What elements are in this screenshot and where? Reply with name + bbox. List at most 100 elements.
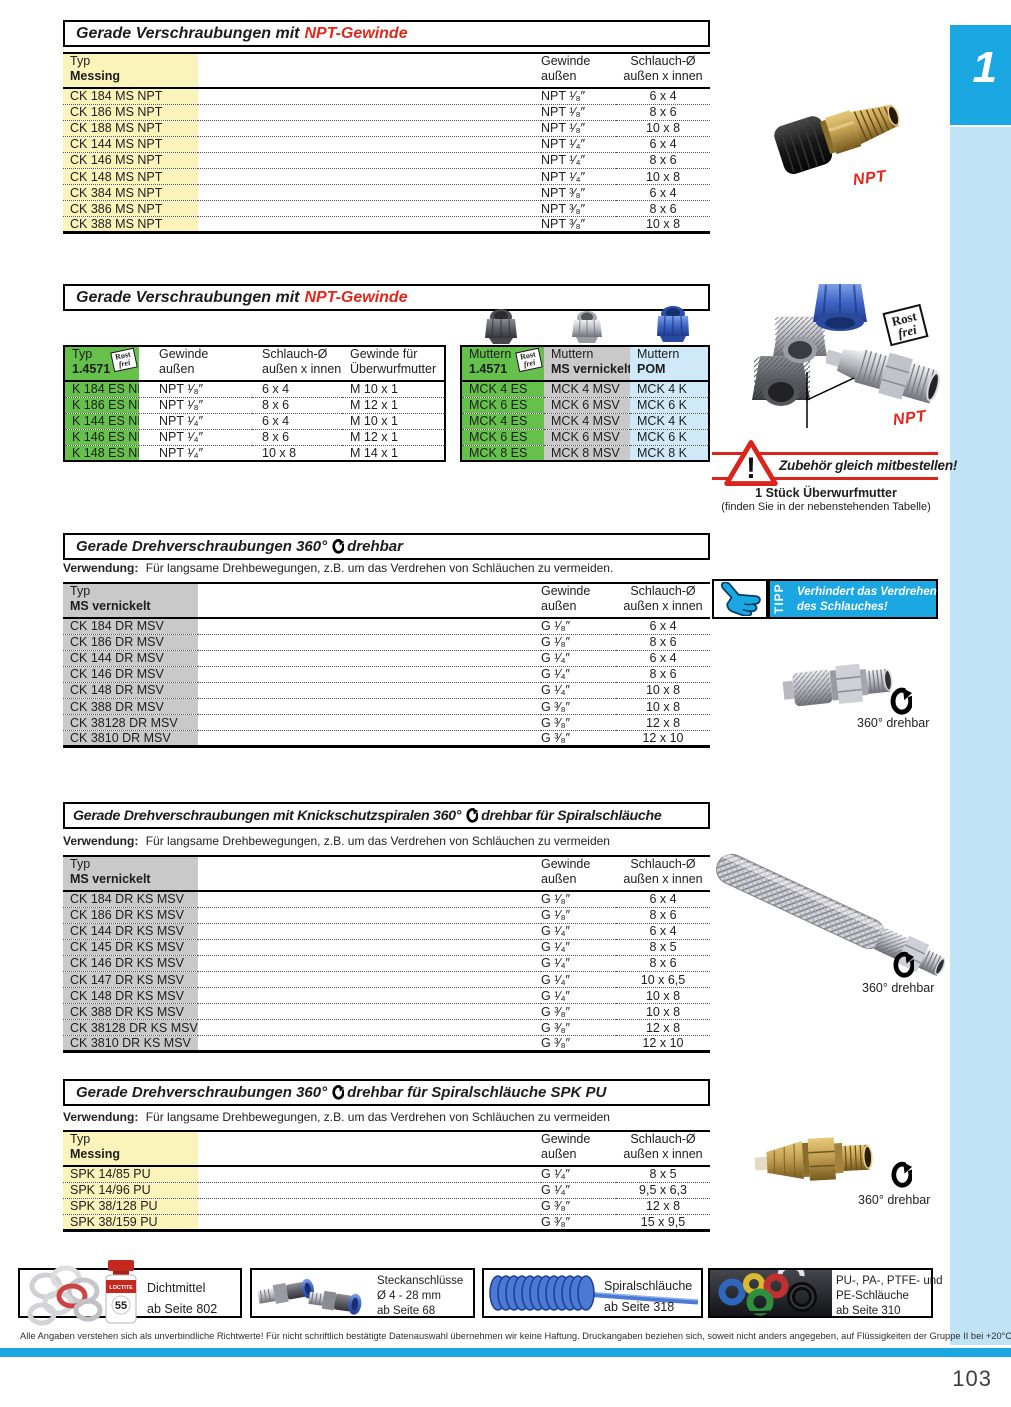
- cell-spacer: [198, 666, 541, 683]
- warning-rule-top: [712, 452, 938, 455]
- header-line: Schlauch-Ø: [262, 347, 328, 361]
- cell-gewinde: G ¹⁄₄″: [541, 1166, 616, 1183]
- stamp-line: frei: [523, 357, 537, 370]
- cell-schlauch: 6 x 4: [616, 136, 710, 153]
- table-row: CK 186 DR KS MSV G ¹⁄₈″ 8 x 6: [63, 907, 710, 924]
- section4-title-text: Gerade Drehverschraubungen mit Knickschu…: [73, 807, 462, 824]
- table-header-row: Typ Messing Gewinde außen Schlauch-Ø auß…: [63, 53, 710, 88]
- cell-schlauch: 10 x 8: [616, 987, 710, 1005]
- cell-gewinde: G ³⁄₈″: [541, 714, 616, 732]
- verwendung-text: Für langsame Drehbewegungen, z.B. um das…: [145, 1110, 610, 1124]
- verwendung-label: Verwendung:: [63, 1110, 139, 1124]
- cell-schlauch: 6 x 4: [252, 381, 342, 398]
- section1-title-text: Gerade Verschraubungen mit: [76, 24, 300, 42]
- cell-typ: CK 148 MS NPT: [63, 168, 198, 186]
- table-row: MCK 4 ES MCK 4 MSV MCK 4 K: [461, 381, 709, 398]
- cell-gewinde: NPT ³⁄₈″: [541, 200, 616, 218]
- section5-title: Gerade Drehverschraubungen 360° drehbar …: [63, 1079, 710, 1106]
- footer-image-dichtmittel: LOCTITE 55: [27, 1260, 137, 1326]
- footer-image-schlaeuche: [710, 1270, 832, 1316]
- header-line: Schlauch-Ø: [630, 54, 696, 68]
- header-line: MS vernickelt: [70, 872, 151, 886]
- cell-typ: CK 148 DR KS MSV: [63, 987, 198, 1005]
- cell-spacer: [198, 136, 541, 153]
- section1-title: Gerade Verschraubungen mit NPT-Gewinde: [63, 20, 710, 47]
- cell-gewinde: G ¹⁄₈″: [541, 891, 616, 908]
- warning-triangle-icon: !: [724, 440, 778, 486]
- header-line: Typ: [70, 857, 91, 871]
- cell-gewinde: NPT ¹⁄₄″: [139, 413, 252, 430]
- section4-verwendung: Verwendung: Für langsame Drehbewegungen,…: [63, 834, 610, 848]
- cell-schlauch: 8 x 6: [616, 200, 710, 218]
- table-row: CK 388 MS NPT NPT ³⁄₈″ 10 x 8: [63, 216, 710, 234]
- cell-schlauch: 10 x 8: [252, 445, 342, 462]
- table-row: CK 38128 DR MSV G ³⁄₈″ 12 x 8: [63, 714, 710, 732]
- cell-schlauch: 6 x 4: [616, 618, 710, 635]
- header-line: Überwurfmutter: [350, 362, 437, 376]
- header-line: 1.4571: [469, 362, 508, 376]
- cell-spacer: [198, 184, 541, 202]
- footer-box-page-ref: ab Seite 318: [604, 1300, 675, 1314]
- rotate-360-label: 360° drehbar: [862, 981, 935, 995]
- table-row: CK 144 MS NPT NPT ¹⁄₄″ 6 x 4: [63, 136, 710, 153]
- table-row: CK 386 MS NPT NPT ³⁄₈″ 8 x 6: [63, 200, 710, 218]
- table-row: MCK 4 ES MCK 4 MSV MCK 4 K: [461, 413, 709, 430]
- section5-verwendung: Verwendung: Für langsame Drehbewegungen,…: [63, 1110, 610, 1124]
- cell-schlauch: 8 x 5: [616, 1166, 710, 1183]
- rotate-360-icon: [466, 808, 479, 823]
- rotate-360-label: 360° drehbar: [858, 1193, 931, 1207]
- cell-schlauch: 6 x 4: [616, 650, 710, 667]
- cell-typ: SPK 14/85 PU: [63, 1166, 198, 1183]
- header-spacer: [198, 856, 541, 891]
- cell-typ: K 144 ES NPT: [64, 413, 139, 430]
- cell-typ: K 146 ES NPT: [64, 429, 139, 446]
- table-row: CK 186 DR MSV G ¹⁄₈″ 8 x 6: [63, 634, 710, 651]
- header-line: Messing: [70, 69, 121, 83]
- table-row: CK 148 MS NPT NPT ¹⁄₄″ 10 x 8: [63, 168, 710, 186]
- cell-gewinde: G ³⁄₈″: [541, 698, 616, 716]
- header-line: Schlauch-Ø: [630, 1132, 696, 1146]
- cell-schlauch: 8 x 6: [616, 955, 710, 972]
- cell-spacer: [198, 907, 541, 924]
- bottom-bar: [0, 1348, 1011, 1357]
- table-row: CK 184 MS NPT NPT ¹⁄₈″ 6 x 4: [63, 88, 710, 105]
- tipp-thumb-box: [712, 579, 768, 619]
- cell-schlauch: 15 x 9,5: [616, 1214, 710, 1231]
- cell-schlauch: 6 x 4: [252, 413, 342, 430]
- section2-title-text: Gerade Verschraubungen mit: [76, 288, 300, 306]
- tipp-label: TIPP: [772, 583, 786, 614]
- chapter-tab: 1: [950, 25, 1011, 125]
- footer-box-text: PU-, PA-, PTFE- und PE-Schläuche ab Seit…: [836, 1274, 943, 1319]
- cell-schlauch: 8 x 6: [616, 666, 710, 683]
- header-schlauch: Schlauch-Ø außen x innen: [616, 1131, 710, 1166]
- header-line: Gewinde: [541, 54, 591, 68]
- cell-mutter-es: MCK 4 ES: [461, 413, 544, 430]
- header-line: außen: [159, 362, 195, 376]
- cell-typ: CK 144 DR KS MSV: [63, 923, 198, 940]
- cell-gewinde: NPT ³⁄₈″: [541, 216, 616, 234]
- header-typ: Typ Messing: [63, 1131, 198, 1166]
- header-line: außen x innen: [262, 362, 342, 376]
- header-line: Typ: [70, 54, 91, 68]
- cell-mutter-pom: MCK 6 K: [630, 397, 709, 414]
- cell-schlauch: 8 x 6: [252, 397, 342, 414]
- cell-typ: SPK 14/96 PU: [63, 1182, 198, 1199]
- table-row: CK 3810 DR KS MSV G ³⁄₈″ 12 x 10: [63, 1035, 710, 1053]
- table-row: CK 146 DR KS MSV G ¹⁄₄″ 8 x 6: [63, 955, 710, 972]
- cell-mutter-es: MCK 6 ES: [461, 397, 544, 414]
- cell-mutter-es: MCK 8 ES: [461, 445, 544, 462]
- footer-box-steckanschluesse: Steckanschlüsse Ø 4 - 28 mm ab Seite 68: [250, 1268, 475, 1318]
- header-line: Typ: [72, 347, 93, 361]
- cell-mutter-msv: MCK 4 MSV: [544, 413, 630, 430]
- cell-schlauch: 6 x 4: [616, 923, 710, 940]
- warning-note-line2: (finden Sie in der nebenstehenden Tabell…: [721, 500, 931, 513]
- table-row: SPK 14/96 PU G ¹⁄₄″ 9,5 x 6,3: [63, 1182, 710, 1199]
- table-row: CK 146 DR MSV G ¹⁄₄″ 8 x 6: [63, 666, 710, 683]
- verwendung-label: Verwendung:: [63, 561, 139, 575]
- warning-note-line1: 1 Stück Überwurfmutter: [755, 486, 897, 500]
- cell-gewinde: G ¹⁄₈″: [541, 907, 616, 924]
- cell-mutter-pom: MCK 8 K: [630, 445, 709, 462]
- section1-title-accent: NPT-Gewinde: [304, 24, 408, 42]
- cell-spacer: [198, 1214, 541, 1231]
- rotate-360-icon: [891, 1161, 912, 1188]
